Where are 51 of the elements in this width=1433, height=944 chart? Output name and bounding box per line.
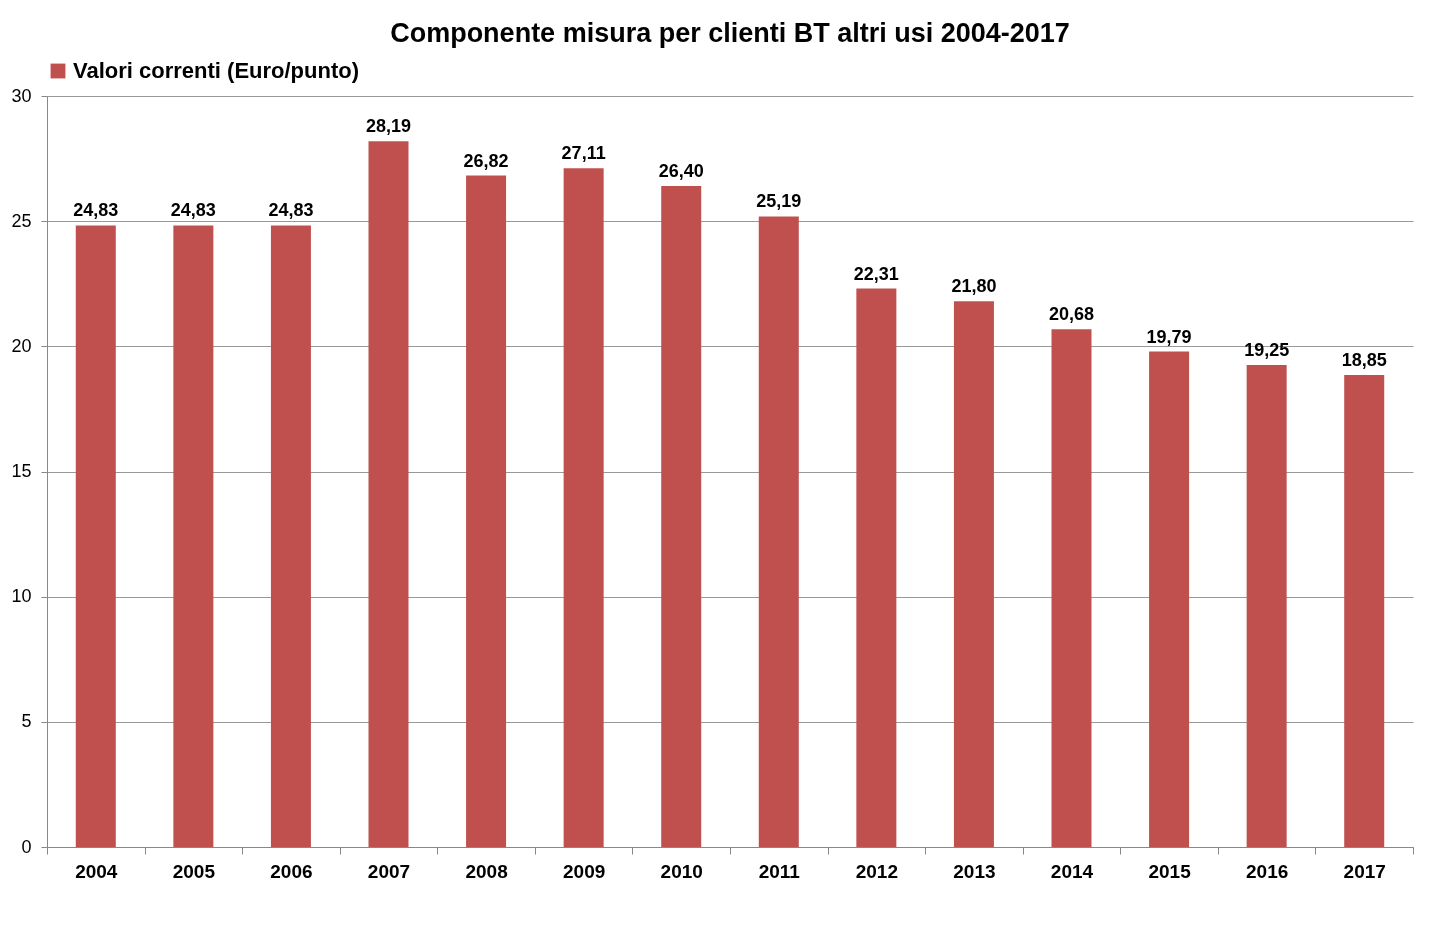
data-label: 18,85 xyxy=(1341,350,1387,371)
bar xyxy=(1149,351,1190,847)
x-tick-label: 2009 xyxy=(563,860,606,882)
x-tick-label: 2013 xyxy=(953,860,996,882)
bar xyxy=(563,168,604,847)
x-tick-label: 2010 xyxy=(660,860,703,882)
data-label: 19,79 xyxy=(1146,326,1192,347)
data-label: 26,82 xyxy=(463,150,509,171)
data-label: 28,19 xyxy=(365,116,412,137)
bar xyxy=(1344,375,1385,847)
bar xyxy=(368,141,409,847)
x-tick-label: 2007 xyxy=(367,860,411,882)
data-label: 21,80 xyxy=(951,276,997,297)
x-tick-label: 2005 xyxy=(172,860,216,882)
bar xyxy=(758,216,799,847)
y-tick-label: 10 xyxy=(11,586,32,607)
legend-label: Valori correnti (Euro/punto) xyxy=(73,58,360,83)
bar xyxy=(466,175,507,847)
x-tick-label: 2016 xyxy=(1246,860,1289,882)
data-label: 19,25 xyxy=(1244,340,1290,361)
x-tick-label: 2011 xyxy=(758,860,801,882)
bar xyxy=(661,186,702,847)
data-label: 24,83 xyxy=(268,200,314,221)
x-tick-label: 2017 xyxy=(1343,860,1386,882)
y-tick-label: 25 xyxy=(11,210,32,231)
data-label: 24,83 xyxy=(170,200,216,221)
bar xyxy=(856,288,897,847)
y-tick-label: 20 xyxy=(11,335,32,356)
data-label: 22,31 xyxy=(853,263,899,284)
data-label: 20,68 xyxy=(1048,304,1095,325)
bar xyxy=(75,225,116,847)
x-tick-label: 2006 xyxy=(270,860,313,882)
x-tick-label: 2014 xyxy=(1050,860,1094,882)
y-tick-label: 0 xyxy=(21,836,32,857)
data-label: 26,40 xyxy=(658,161,704,182)
x-tick-label: 2015 xyxy=(1148,860,1192,882)
data-label: 24,83 xyxy=(73,200,119,221)
bar xyxy=(173,225,214,847)
bar xyxy=(1051,329,1092,847)
x-tick-label: 2008 xyxy=(465,860,508,882)
bar xyxy=(953,301,994,847)
bar xyxy=(1246,365,1287,847)
bar xyxy=(270,225,311,847)
y-tick-label: 15 xyxy=(11,461,32,481)
data-label: 25,19 xyxy=(756,191,802,212)
x-tick-label: 2004 xyxy=(75,860,118,882)
x-tick-label: 2012 xyxy=(855,860,898,882)
y-tick-label: 30 xyxy=(11,85,32,106)
chart-title: Componente misura per clienti BT altri usi 2004-2017 xyxy=(390,18,1070,48)
y-tick-label: 5 xyxy=(21,711,32,732)
data-label: 27,11 xyxy=(561,143,606,164)
